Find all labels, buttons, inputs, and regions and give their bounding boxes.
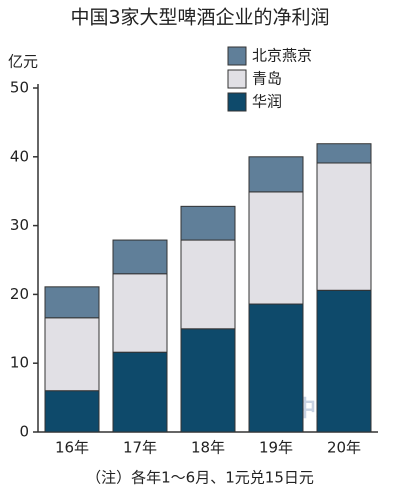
bar-segment bbox=[180, 205, 236, 241]
bar-segment bbox=[180, 239, 236, 330]
legend-label: 青岛 bbox=[252, 70, 282, 88]
legend-label: 北京燕京 bbox=[252, 47, 312, 65]
bar-segment bbox=[44, 390, 100, 433]
bar-segment bbox=[248, 303, 304, 433]
x-tick-label: 19年 bbox=[259, 439, 293, 457]
legend-swatch bbox=[227, 92, 247, 112]
note: （注）各年1～6月、1元兑15日元 bbox=[86, 469, 314, 487]
bar-segment bbox=[112, 239, 168, 275]
x-tick-label: 20年 bbox=[327, 439, 361, 457]
bar-segment bbox=[248, 191, 304, 305]
bar-segment bbox=[316, 289, 372, 433]
y-tick-label: 50 bbox=[10, 79, 29, 97]
y-unit: 亿元 bbox=[8, 53, 38, 71]
y-tick-label: 30 bbox=[10, 216, 29, 234]
bar-segment bbox=[112, 273, 168, 353]
legend-swatch bbox=[227, 46, 247, 66]
y-tick-label: 0 bbox=[19, 423, 29, 441]
x-tick-label: 16年 bbox=[55, 439, 89, 457]
x-tick-label: 18年 bbox=[191, 439, 225, 457]
bar-segment bbox=[316, 162, 372, 291]
bar-segment bbox=[112, 351, 168, 433]
chart-title: 中国3家大型啤酒企业的净利润 bbox=[70, 7, 329, 29]
bar-segment bbox=[44, 317, 100, 392]
y-tick-label: 40 bbox=[10, 147, 29, 165]
bar-segment bbox=[248, 156, 304, 193]
bar-segment bbox=[180, 328, 236, 433]
legend-label: 华润 bbox=[252, 93, 282, 111]
bar-segment bbox=[44, 286, 100, 319]
x-tick-label: 17年 bbox=[123, 439, 157, 457]
y-tick-label: 10 bbox=[10, 354, 29, 372]
bar-segment bbox=[316, 143, 372, 164]
y-tick-label: 20 bbox=[10, 285, 29, 303]
legend-swatch bbox=[227, 69, 247, 89]
